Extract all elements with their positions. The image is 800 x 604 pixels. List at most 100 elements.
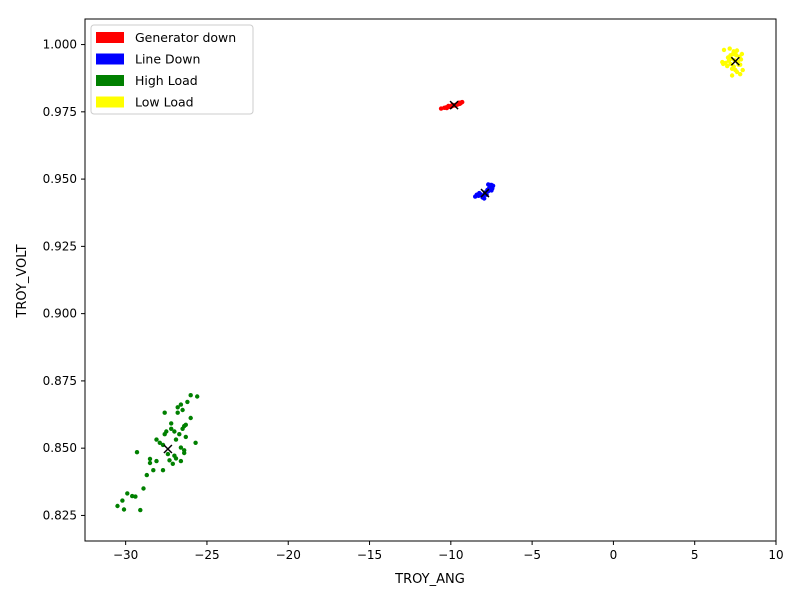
legend-label: Low Load [135,95,194,110]
legend-label: Line Down [135,52,200,67]
data-point [165,451,171,457]
data-point [188,415,193,421]
data-point [144,472,149,478]
points-layer [115,46,745,513]
legend-label: Generator down [135,30,236,45]
data-point [169,426,174,431]
data-point [160,468,166,473]
y-tick-label: 0.950 [43,172,77,186]
x-tick-label: 10 [768,548,783,562]
data-point [729,73,735,78]
data-point [120,498,125,503]
legend-swatch [96,75,124,86]
x-axis: −30 −25 −20 −15 −10 −5 0 5 10 [113,541,784,562]
data-point [115,503,120,509]
data-point [133,494,138,499]
data-point [175,410,180,415]
data-point [721,47,727,53]
data-point [172,429,177,434]
data-point [739,51,745,57]
data-point [178,402,184,407]
y-tick-label: 0.925 [43,239,77,253]
centroid-stroke [449,100,459,110]
data-point [733,50,738,55]
data-point [147,456,153,462]
y-axis-label: TROY_VOLT [15,244,30,318]
data-point [183,434,188,440]
legend-swatch [96,32,124,43]
data-point [172,453,177,458]
legend-swatch [96,96,124,108]
data-point [154,437,159,442]
data-point [738,62,743,67]
data-point [738,72,743,77]
data-point [180,407,185,413]
plot-frame [84,18,777,542]
x-tick-label: −30 [113,548,138,562]
data-point [125,491,130,496]
y-tick-label: 0.875 [43,374,77,388]
legend-box [90,24,254,115]
data-point [188,393,193,398]
data-point [134,450,140,455]
data-point [167,458,172,463]
legend-label: High Load [135,73,198,88]
data-point [178,458,184,464]
data-point [182,448,187,453]
y-tick-label: 1.000 [43,38,77,52]
x-tick-label: 5 [691,548,699,562]
data-point [175,405,180,410]
data-point [731,64,736,69]
data-point [162,410,167,415]
data-point [195,394,200,399]
data-point [740,67,745,73]
data-point [178,445,184,450]
centroid-marker [449,100,459,110]
data-point [141,486,146,491]
data-point [477,190,482,196]
x-tick-label: −15 [357,548,382,562]
centroid-stroke [163,444,173,454]
data-point [185,399,190,405]
centroid-layer [163,56,740,454]
x-tick-label: −5 [523,548,541,562]
y-tick-label: 0.825 [43,508,77,522]
data-point [154,458,159,464]
centroid-marker [730,56,740,66]
data-point [486,182,491,187]
y-tick-label: 0.900 [43,307,77,321]
x-tick-label: −10 [438,548,463,562]
centroid-stroke [480,188,490,198]
data-point [489,188,494,193]
data-point [177,432,182,437]
data-point [725,63,730,69]
data-point [734,69,740,75]
data-point [151,468,156,473]
data-point [727,46,732,51]
x-tick-label: −25 [194,548,219,562]
data-point [173,437,179,442]
legend: Generator down Line Down High Load Low Load [90,24,254,115]
data-point [193,440,198,445]
centroid-marker [163,444,173,454]
data-point [183,422,188,427]
data-point [157,440,162,445]
legend-swatch [96,53,124,65]
data-point [121,507,127,512]
data-point [446,103,451,109]
data-point [147,460,153,466]
centroid-stroke [730,56,740,66]
data-point [460,99,465,105]
centroid-marker [480,188,490,198]
data-point [138,507,143,513]
data-point [164,429,169,434]
data-point [490,183,496,188]
y-axis: 0.825 0.850 0.875 0.900 0.925 0.950 0.975 1.000 [43,38,85,522]
y-tick-label: 0.975 [43,105,77,119]
data-point [738,57,744,62]
x-tick-label: 0 [610,548,618,562]
data-point [169,421,174,426]
x-axis-label: TROY_ANG [394,572,465,587]
